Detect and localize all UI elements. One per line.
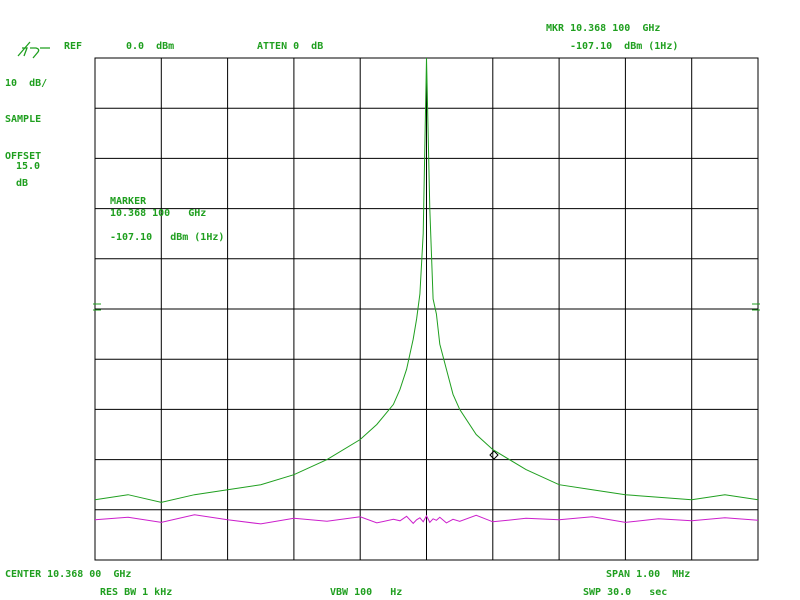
graticule xyxy=(94,57,759,561)
offset-label: OFFSET xyxy=(5,151,41,162)
atten: ATTEN 0 dB xyxy=(257,41,323,52)
offset-unit: dB xyxy=(16,178,28,189)
trace xyxy=(94,514,759,525)
ref-level-ticks xyxy=(93,303,760,311)
trace xyxy=(94,57,759,503)
center-frequency: CENTER 10.368 00 GHz xyxy=(5,569,131,580)
marker-frequency: MKR 10.368 100 GHz xyxy=(546,23,660,34)
marker-symbol xyxy=(489,450,499,460)
detector: SAMPLE xyxy=(5,114,41,125)
marker-box-frequency: 10.368 100 GHz xyxy=(110,208,206,219)
sweep-time: SWP 30.0 sec xyxy=(583,587,667,598)
video-bandwidth: VBW 100 Hz xyxy=(330,587,402,598)
marker-title: MARKER xyxy=(110,196,147,207)
ref-label: REF xyxy=(64,41,82,52)
span: SPAN 1.00 MHz xyxy=(606,569,690,580)
hp-logo xyxy=(17,41,50,59)
scale: 10 dB/ xyxy=(5,78,47,89)
resolution-bandwidth: RES BW 1 kHz xyxy=(100,587,172,598)
marker-level: -107.10 dBm (1Hz) xyxy=(570,41,678,52)
marker-box-level: -107.10 dBm (1Hz) xyxy=(110,232,224,243)
ref-value: 0.0 dBm xyxy=(126,41,174,52)
offset-value: 15.0 xyxy=(16,161,40,172)
